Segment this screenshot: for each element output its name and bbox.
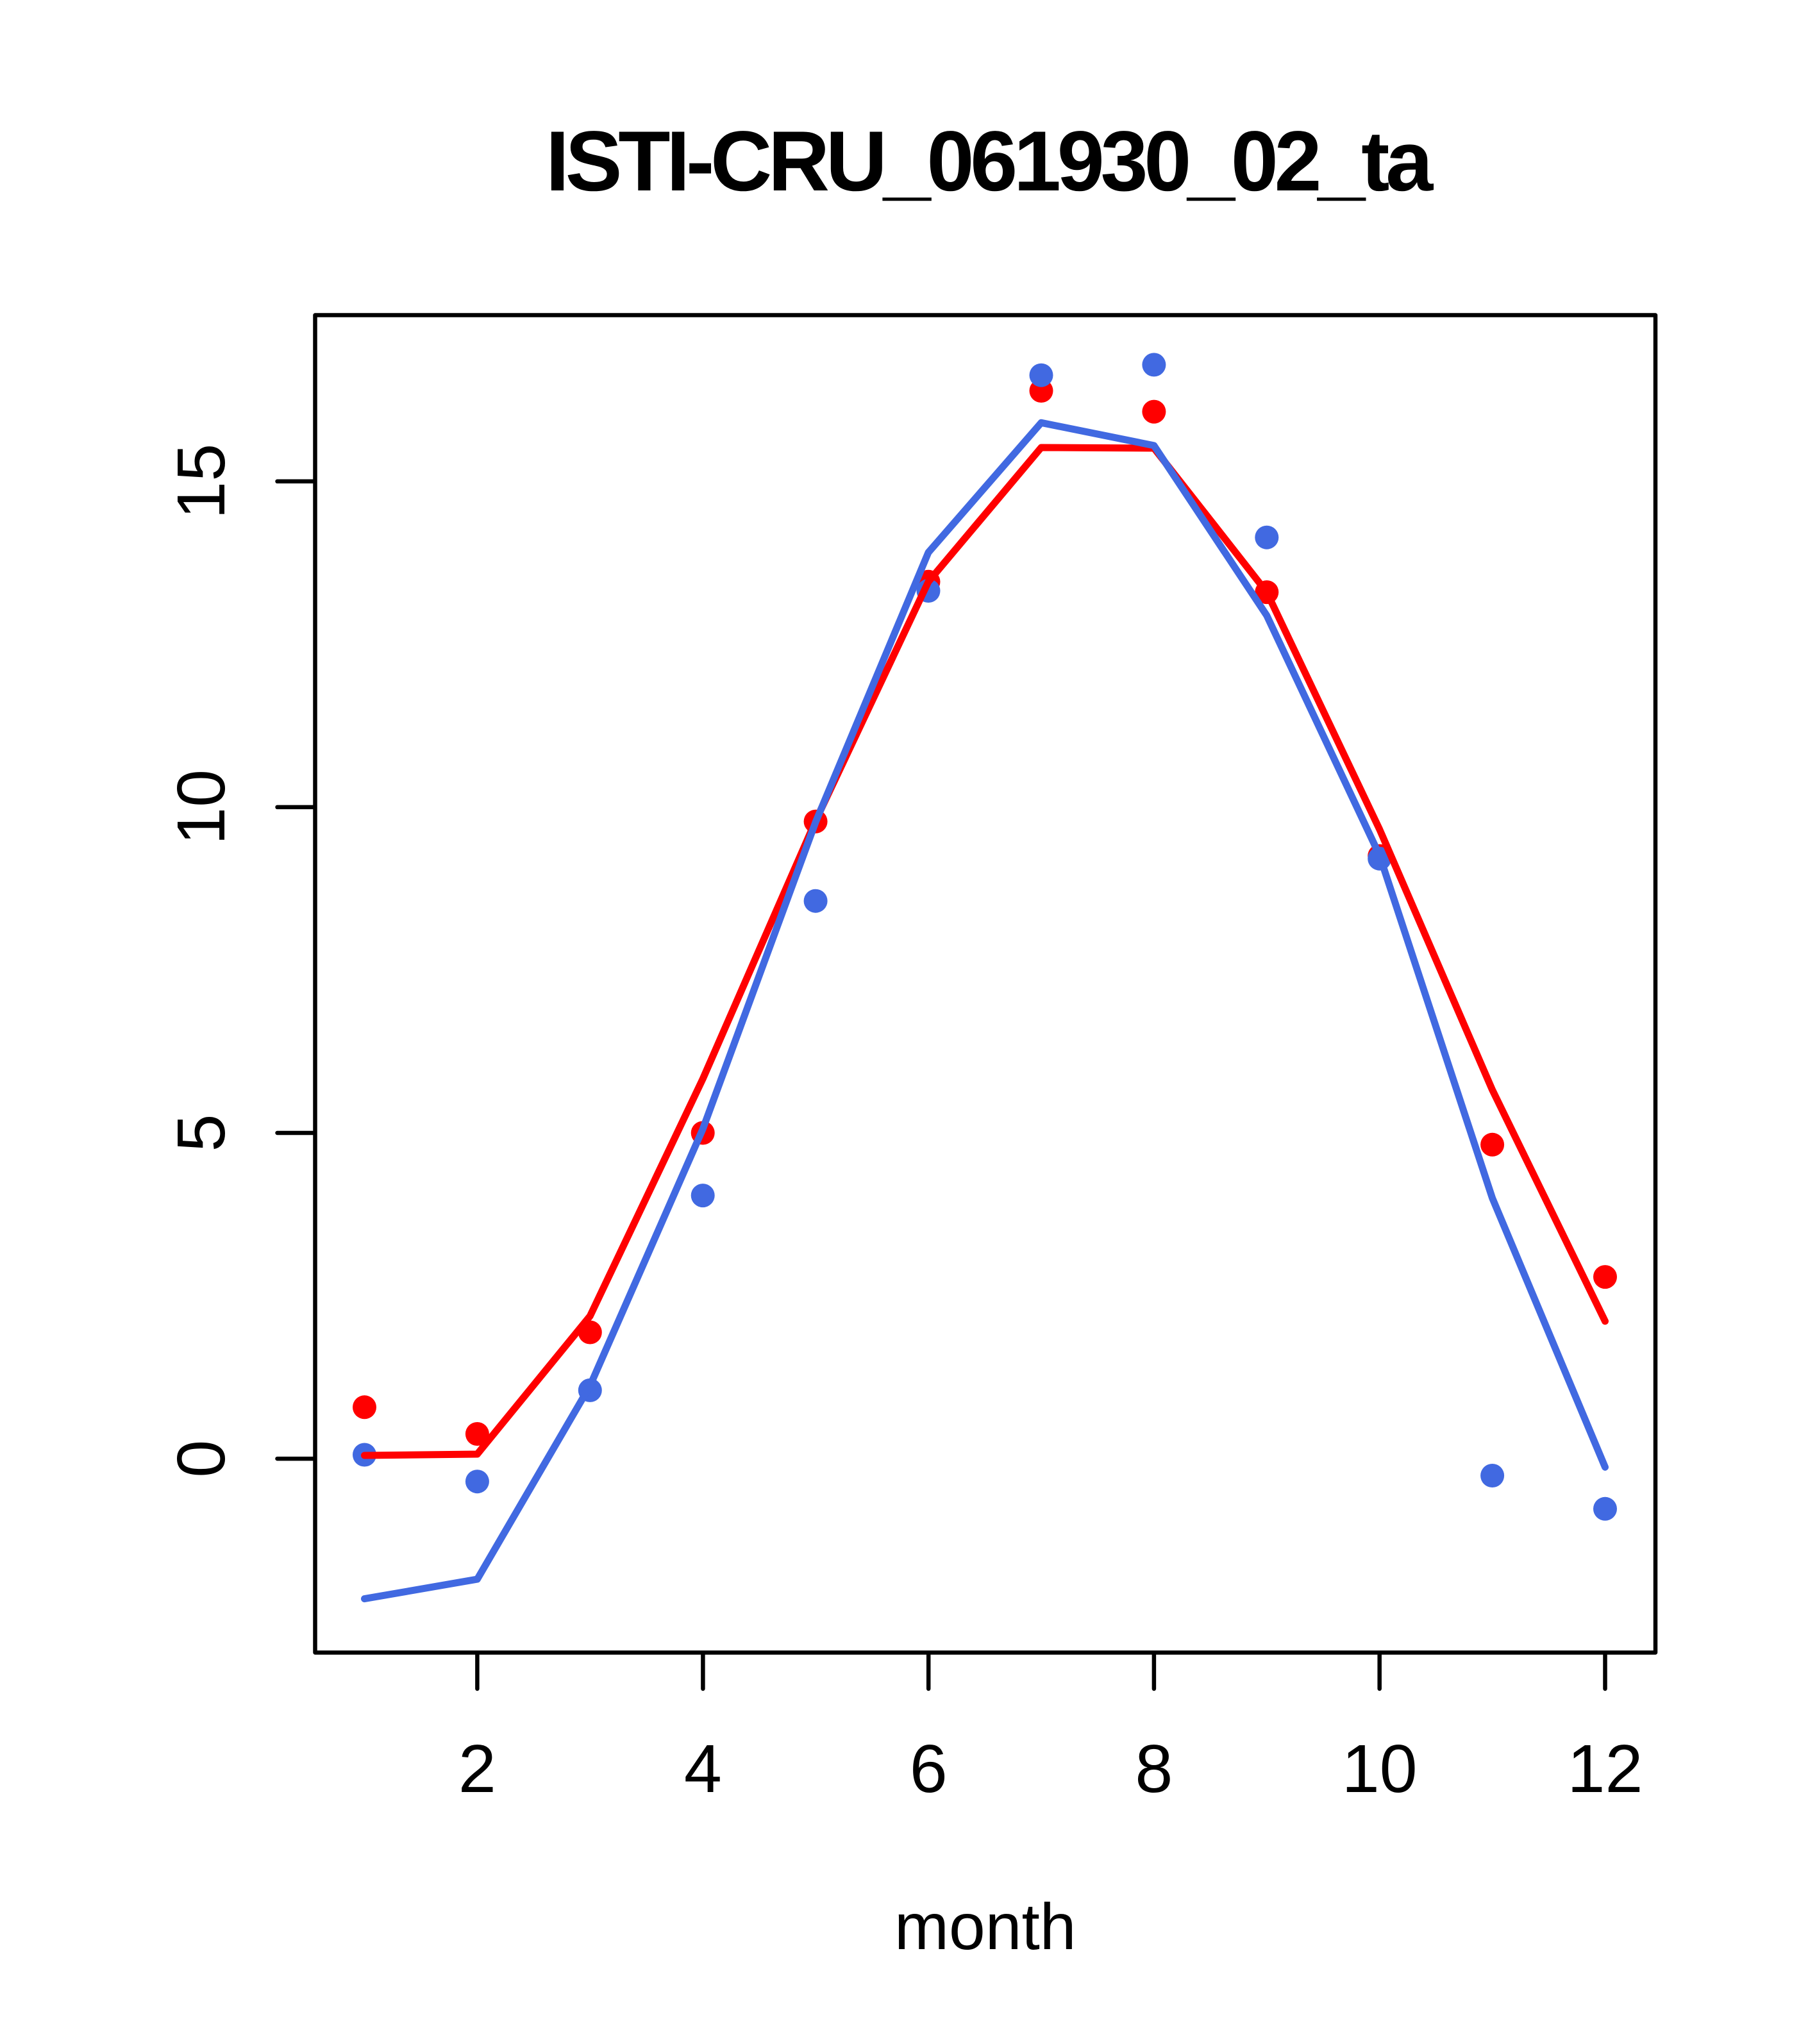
svg-text:4: 4 <box>684 1731 722 1807</box>
svg-text:2: 2 <box>458 1731 496 1807</box>
svg-text:6: 6 <box>910 1731 948 1807</box>
svg-text:12: 12 <box>1568 1731 1643 1807</box>
svg-text:8: 8 <box>1135 1731 1173 1807</box>
svg-text:ISTI-CRU_061930_02_ta: ISTI-CRU_061930_02_ta <box>546 114 1434 209</box>
svg-text:10: 10 <box>163 769 239 845</box>
svg-text:0: 0 <box>163 1440 239 1478</box>
svg-text:month: month <box>894 1890 1076 1963</box>
svg-text:15: 15 <box>163 444 239 519</box>
svg-text:5: 5 <box>163 1114 239 1152</box>
svg-text:10: 10 <box>1342 1731 1418 1807</box>
